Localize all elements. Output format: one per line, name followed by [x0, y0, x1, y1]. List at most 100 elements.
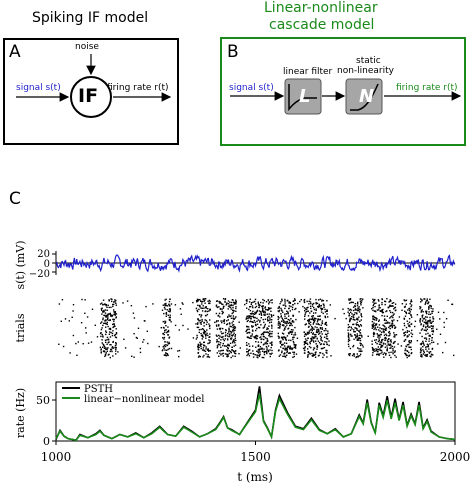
nonlinearity-box [345, 78, 383, 115]
spike-dot [356, 309, 358, 311]
spike-dot [233, 330, 235, 332]
spike-dot [316, 331, 318, 333]
spike-dot [257, 349, 259, 351]
spike-dot [358, 316, 360, 318]
spike-dot [403, 306, 406, 308]
spike-dot [358, 350, 360, 352]
spike-dot [324, 308, 326, 311]
spike-dot [287, 328, 289, 330]
spike-dot [126, 300, 129, 302]
spike-dot [197, 351, 200, 354]
spike-dot [422, 311, 424, 313]
spike-dot [289, 322, 292, 325]
spike-dot [314, 336, 316, 338]
spike-dot [307, 331, 309, 334]
spike-dot [357, 309, 359, 312]
spike-dot [115, 350, 117, 352]
spike-dot [306, 307, 308, 309]
spike-dot [430, 325, 432, 327]
spike-dot [238, 353, 240, 355]
spike-dot [291, 333, 293, 335]
spike-dot [429, 322, 431, 324]
spike-dot [235, 339, 237, 342]
spike-dot [270, 321, 273, 323]
spike-dot [425, 310, 427, 313]
spike-dot [270, 353, 272, 355]
spike-dot [380, 333, 382, 336]
spike-dot [103, 309, 105, 312]
spike-dot [255, 329, 257, 332]
spike-dot [354, 327, 356, 329]
spike-dot [293, 342, 295, 344]
spike-dot [221, 353, 223, 355]
spike-dot [259, 353, 261, 355]
spike-dot [90, 341, 93, 343]
spike-dot [313, 312, 315, 314]
spike-dot [200, 300, 202, 302]
spike-dot [248, 345, 251, 347]
spike-dot [196, 309, 198, 312]
spike-dot [205, 335, 207, 337]
spike-dot [100, 308, 103, 310]
spike-dot [166, 344, 169, 347]
spike-dot [162, 346, 164, 348]
spike-dot [284, 322, 286, 324]
spike-dot [168, 337, 170, 339]
spike-dot [319, 332, 321, 334]
spike-dot [200, 334, 203, 337]
spike-dot [317, 340, 320, 342]
spike-dot [307, 348, 309, 350]
spike-dot [377, 348, 379, 351]
spike-dot [111, 347, 113, 349]
spike-dot [347, 343, 350, 345]
spike-dot [257, 302, 260, 305]
spike-dot [360, 298, 362, 300]
spike-dot [353, 355, 356, 357]
spike-dot [114, 325, 116, 327]
spike-dot [234, 350, 237, 352]
spike-dot [219, 316, 221, 318]
spike-dot [292, 315, 294, 317]
spike-dot [100, 328, 103, 331]
spike-dot [405, 345, 408, 348]
spike-dot [170, 347, 173, 350]
panel-b-title-2: cascade model [269, 17, 375, 33]
spike-dot [234, 355, 236, 357]
rate-xtick-label-1000: 1000 [41, 450, 72, 464]
spike-dot [208, 299, 211, 302]
spike-dot [419, 320, 421, 322]
spike-dot [347, 326, 350, 329]
spike-dot [111, 346, 114, 348]
spike-dot [225, 329, 227, 331]
spike-dot [303, 335, 306, 337]
spike-dot [106, 306, 108, 308]
spike-dot [292, 314, 295, 317]
spike-dot [263, 321, 265, 324]
spike-dot [394, 336, 396, 338]
spike-dot [367, 335, 369, 337]
spike-dot [232, 342, 234, 344]
spike-dot [391, 315, 393, 317]
spike-dot [361, 316, 363, 318]
spike-dot [233, 318, 235, 320]
spike-dot [389, 310, 391, 312]
spike-dot [231, 322, 233, 324]
spike-dot [169, 310, 171, 313]
spike-dot [281, 309, 283, 311]
spike-dot [426, 328, 428, 330]
spike-dot [437, 343, 439, 345]
spike-dot [382, 328, 384, 330]
spike-dot [293, 334, 295, 336]
spike-dot [308, 300, 310, 302]
spike-dot [203, 332, 205, 335]
spike-dot [325, 310, 328, 312]
spike-dot [310, 331, 312, 334]
spike-dot [378, 334, 381, 336]
spike-dot [430, 307, 432, 309]
spike-dot [174, 304, 177, 306]
spike-dot [419, 318, 421, 321]
spike-dot [383, 331, 385, 334]
spike-dot [247, 317, 249, 319]
spike-dot [384, 318, 386, 320]
spike-dot [409, 325, 411, 328]
